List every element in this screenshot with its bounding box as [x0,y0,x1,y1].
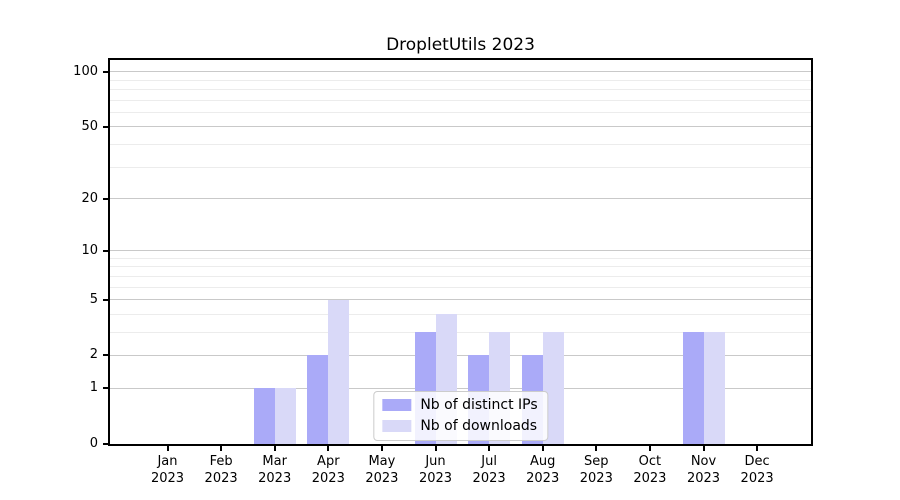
gridline-major [110,387,811,389]
bar-downloads-apr [328,299,350,444]
plot-area [108,58,813,446]
x-tick-mark [273,446,276,451]
x-tick-year: 2023 [150,471,185,486]
gridline-minor [110,144,811,146]
chart-title: DropletUtils 2023 [386,35,535,55]
x-tick-mark [434,446,437,451]
x-tick-year: 2023 [633,471,667,486]
x-tick-month: May [368,454,396,469]
y-tick-mark [103,387,108,390]
legend-swatch-distinct-ips [382,399,412,411]
x-tick-label-mar: Mar 2023 [245,453,305,487]
legend-item-distinct-ips: Nb of distinct IPs [382,397,538,413]
y-tick-mark [103,298,108,301]
gridline-minor [110,275,811,277]
gridline-minor [110,331,811,333]
x-tick-mark [702,446,705,451]
bar-downloads-nov [703,332,725,444]
x-tick-mark [488,446,491,451]
gridline-major [110,299,811,301]
legend: Nb of distinct IPs Nb of downloads [373,391,549,441]
x-tick-month: Mar [262,454,287,469]
legend-item-downloads: Nb of downloads [382,418,537,434]
x-tick-year: 2023 [204,471,238,486]
x-tick-year: 2023 [311,471,345,486]
x-tick-year: 2023 [740,471,774,486]
y-tick-mark [103,443,108,445]
x-tick-year: 2023 [472,471,506,486]
x-tick-label-feb: Feb 2023 [191,453,251,487]
x-tick-year: 2023 [579,471,613,486]
x-tick-month: Apr [317,454,340,469]
y-tick-mark [103,197,108,200]
gridline-minor [110,257,811,259]
x-tick-label-jan: Jan 2023 [138,453,198,487]
x-tick-month: Oct [638,454,662,469]
y-tick-mark [103,125,108,128]
gridline-major [110,250,811,252]
y-tick-label: 2 [89,347,98,363]
x-tick-month: Sep [584,454,609,469]
y-tick-mark [103,70,108,73]
gridline-minor [110,166,811,168]
gridline-minor [110,89,811,91]
bar-downloads-mar [274,388,296,444]
x-tick-month: Nov [690,454,717,469]
gridline-major [110,71,811,73]
x-tick-mark [541,446,544,451]
x-tick-label-oct: Oct 2023 [620,453,680,487]
x-tick-mark [595,446,598,451]
x-tick-mark [380,446,383,451]
x-tick-month: Jun [425,454,446,469]
legend-swatch-downloads [382,420,412,432]
x-tick-label-jun: Jun 2023 [406,453,466,487]
gridline-minor [110,266,811,268]
bar-distinct-ips-mar [253,388,275,444]
y-tick-mark [103,249,108,252]
y-tick-label: 0 [89,436,98,451]
gridline-major [110,354,811,356]
legend-label-distinct-ips: Nb of distinct IPs [420,397,538,413]
y-tick-label: 1 [89,380,98,396]
x-tick-label-dec: Dec 2023 [727,453,787,487]
y-tick-label: 20 [81,190,98,206]
x-tick-year: 2023 [418,471,453,486]
x-tick-mark [756,446,759,451]
x-tick-label-apr: Apr 2023 [298,453,358,487]
bar-distinct-ips-apr [307,355,329,444]
bar-distinct-ips-nov [682,332,704,444]
y-tick-label: 10 [81,242,98,258]
x-tick-mark [327,446,330,451]
x-tick-label-may: May 2023 [352,453,412,487]
x-tick-month: Dec [744,454,770,469]
y-tick-label: 5 [89,291,98,307]
y-tick-mark [103,354,108,357]
x-tick-year: 2023 [365,471,399,486]
x-tick-label-nov: Nov 2023 [674,453,734,487]
x-tick-mark [220,446,223,451]
x-tick-year: 2023 [686,471,721,486]
x-tick-month: Aug [529,454,556,469]
x-tick-month: Jul [481,454,497,469]
x-tick-year: 2023 [258,471,292,486]
gridline-minor [110,313,811,315]
gridline-minor [110,79,811,81]
gridline-minor [110,112,811,114]
x-tick-label-jul: Jul 2023 [459,453,519,487]
x-tick-mark [648,446,651,451]
gridline-major [110,198,811,199]
gridline-minor [110,286,811,288]
x-tick-month: Jan [157,454,178,469]
x-tick-month: Feb [209,454,233,469]
x-tick-mark [166,446,169,451]
y-tick-label: 100 [73,63,98,79]
x-tick-label-aug: Aug 2023 [513,453,573,487]
x-tick-year: 2023 [526,471,560,486]
gridline-major [110,126,811,128]
x-tick-label-sep: Sep 2023 [566,453,626,487]
gridline-minor [110,99,811,101]
y-tick-label: 50 [81,118,98,134]
legend-label-downloads: Nb of downloads [420,418,538,434]
